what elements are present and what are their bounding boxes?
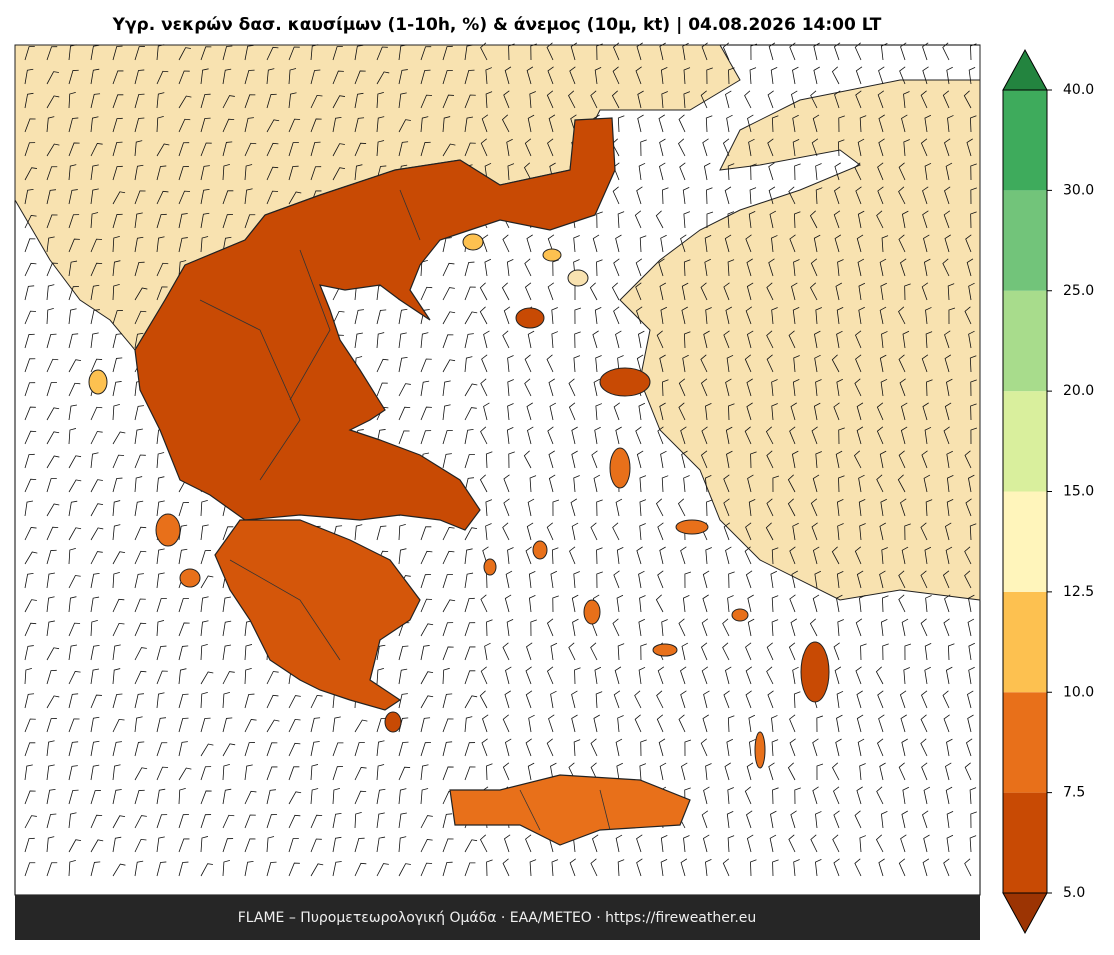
footer-bar bbox=[15, 895, 980, 940]
colorbar-segment bbox=[1003, 692, 1047, 793]
colorbar-segment bbox=[1003, 792, 1047, 893]
greece-mainland bbox=[134, 117, 616, 531]
peloponnese bbox=[214, 519, 421, 711]
colorbar: 5.0 7.5 10.0 12.5 15.0 20.0 25.0 30.0 40.0 bbox=[1002, 48, 1094, 935]
colorbar-segment bbox=[1003, 290, 1047, 392]
map-title: Υγρ. νεκρών δασ. καυσίμων (1-10h, %) & ά… bbox=[112, 15, 882, 35]
colorbar-extend-over bbox=[1002, 48, 1048, 91]
colorbar-segment bbox=[1003, 90, 1047, 191]
colorbar-segment bbox=[1003, 190, 1047, 291]
footer-text: FLAME – Πυρομετεωρολογική Ομάδα · ΕΑΑ/ME… bbox=[238, 910, 757, 926]
colorbar-tick-label: 5.0 bbox=[1063, 885, 1085, 901]
colorbar-tick-label: 20.0 bbox=[1063, 383, 1094, 399]
colorbar-tick-label: 7.5 bbox=[1063, 785, 1085, 801]
islands bbox=[88, 233, 830, 769]
map bbox=[14, 42, 981, 896]
land-turkey bbox=[619, 45, 981, 601]
colorbar-tick-label: 15.0 bbox=[1063, 484, 1094, 500]
colorbar-tick-label: 10.0 bbox=[1063, 684, 1094, 700]
colorbar-tick-label: 40.0 bbox=[1063, 82, 1094, 98]
colorbar-tick-label: 12.5 bbox=[1063, 584, 1094, 600]
colorbar-tick-label: 30.0 bbox=[1063, 182, 1094, 198]
colorbar-extend-under bbox=[1002, 892, 1048, 935]
colorbar-segment bbox=[1003, 491, 1047, 592]
region-borders bbox=[199, 189, 611, 831]
colorbar-segment bbox=[1003, 591, 1047, 693]
colorbar-segment bbox=[1003, 391, 1047, 492]
colorbar-tick-label: 25.0 bbox=[1063, 283, 1094, 299]
crete bbox=[449, 774, 691, 846]
